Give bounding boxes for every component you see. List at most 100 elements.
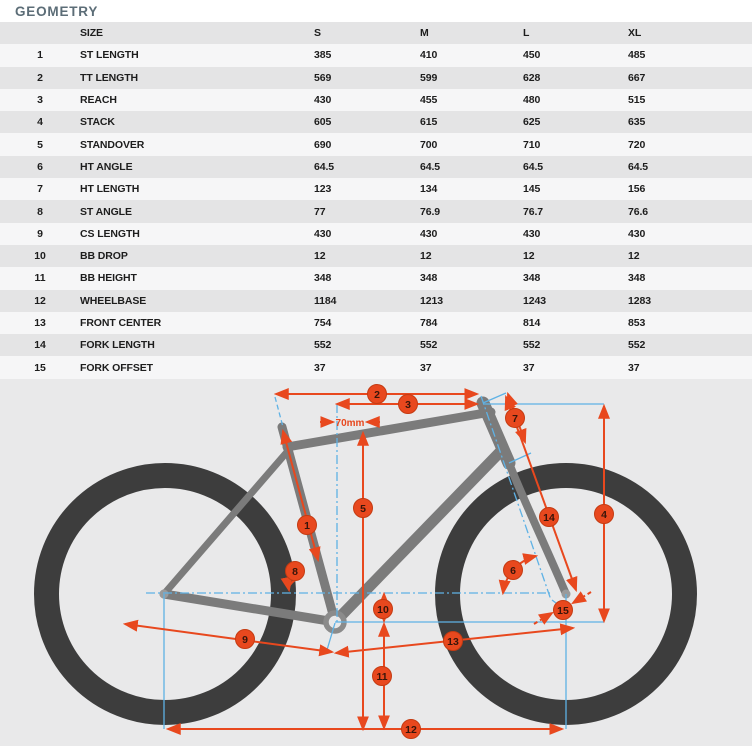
marker-8: 8 [285,561,305,581]
marker-3: 3 [398,394,418,414]
value-s: 12 [314,250,326,263]
bike-diagram-svg: 70mm 1 2 3 4 5 6 7 8 9 10 11 12 13 14 15 [0,379,752,746]
marker-11: 11 [372,666,392,686]
value-xl: 552 [628,339,646,352]
value-l: 430 [523,227,541,240]
table-row-3: 3 REACH 430 455 480 515 [0,88,752,112]
table-row-1: 1 ST LENGTH 385 410 450 485 [0,44,752,67]
svg-text:12: 12 [405,724,417,736]
dim-fork-length [504,394,578,593]
value-m: 1213 [420,294,443,307]
value-m: 348 [420,272,438,285]
value-s: 690 [314,138,332,151]
value-l: 37 [523,361,535,374]
svg-text:13: 13 [447,636,459,648]
svg-text:7: 7 [512,413,518,425]
table-row-5: 5 STANDOVER 690 700 710 720 [0,133,752,156]
marker-6: 6 [503,560,523,580]
value-m: 784 [420,317,438,329]
svg-text:4: 4 [601,509,607,521]
value-m: 430 [420,227,438,240]
svg-text:10: 10 [377,604,389,616]
marker-14: 14 [539,507,559,527]
marker-2: 2 [367,384,387,404]
value-xl: 1283 [628,294,651,307]
value-xl: 64.5 [628,160,649,173]
value-s: 1184 [314,294,337,307]
marker-4: 4 [594,504,614,524]
marker-15: 15 [553,600,573,620]
value-l: 12 [523,250,535,263]
rear-wheel [34,463,296,725]
svg-text:8: 8 [292,566,298,578]
row-label: CS LENGTH [80,227,140,240]
row-number: 14 [34,339,46,352]
value-m: 410 [420,49,438,62]
value-l: 814 [523,317,541,329]
value-xl: 635 [628,116,646,129]
svg-text:9: 9 [242,634,248,646]
dim-fork-offset-right [571,591,592,605]
row-label: FORK LENGTH [80,339,155,352]
value-l: 480 [523,94,541,107]
headtube-top-tick [482,392,507,404]
svg-text:3: 3 [405,399,411,411]
table-row-9: 9 CS LENGTH 430 430 430 430 [0,222,752,245]
value-s: 385 [314,49,332,62]
value-s: 430 [314,94,332,107]
toptube [282,407,496,452]
row-label: STACK [80,116,115,129]
seat-axis-extension [274,396,284,428]
value-s: 569 [314,71,332,84]
table-row-15: 15 FORK OFFSET 37 37 37 37 [0,356,752,379]
value-l: 628 [523,71,541,84]
value-s: 754 [314,317,332,329]
value-m: 64.5 [420,160,441,173]
value-l: 64.5 [523,160,544,173]
value-xl: 853 [628,317,646,329]
dim-st-length [280,428,321,563]
value-s: 77 [314,205,326,218]
value-s: 64.5 [314,160,335,173]
row-number: 1 [37,49,43,62]
value-s: 605 [314,116,332,129]
value-l: 1243 [523,294,546,307]
dim-cs-length [122,619,335,657]
value-xl: 348 [628,272,646,285]
value-xl: 485 [628,49,646,62]
svg-text:6: 6 [510,565,516,577]
table-row-7: 7 HT LENGTH 123 134 145 156 [0,178,752,201]
value-xl: 515 [628,94,646,107]
value-m: 615 [420,116,438,129]
table-row-14: 14 FORK LENGTH 552 552 552 552 [0,334,752,357]
row-number: 13 [34,317,46,329]
marker-10: 10 [373,599,393,619]
marker-7: 7 [505,408,525,428]
value-l: 348 [523,272,541,285]
value-l: 625 [523,116,541,129]
value-m: 455 [420,94,438,107]
value-xl: 430 [628,227,646,240]
offset-70mm-label: 70mm [336,418,365,429]
row-number: 3 [37,94,43,107]
marker-5: 5 [353,498,373,518]
geometry-table-body: 1 ST LENGTH 385 410 450 485 2 TT LENGTH … [0,44,752,379]
row-number: 8 [37,205,43,218]
value-s: 123 [314,183,332,196]
value-s: 552 [314,339,332,352]
row-label: WHEELBASE [80,294,147,307]
row-number: 9 [37,227,43,240]
table-row-12: 12 WHEELBASE 1184 1213 1243 1283 [0,289,752,312]
value-xl: 720 [628,138,646,151]
chainstay [159,589,340,627]
value-xl: 667 [628,71,646,84]
row-label: FORK OFFSET [80,361,153,374]
value-m: 37 [420,361,432,374]
value-l: 552 [523,339,541,352]
row-label: ST LENGTH [80,49,139,62]
header-xl: XL [628,27,642,40]
table-row-13: 13 FRONT CENTER 754 784 814 853 [0,311,752,335]
row-label: FRONT CENTER [80,317,162,329]
marker-12: 12 [401,719,421,739]
